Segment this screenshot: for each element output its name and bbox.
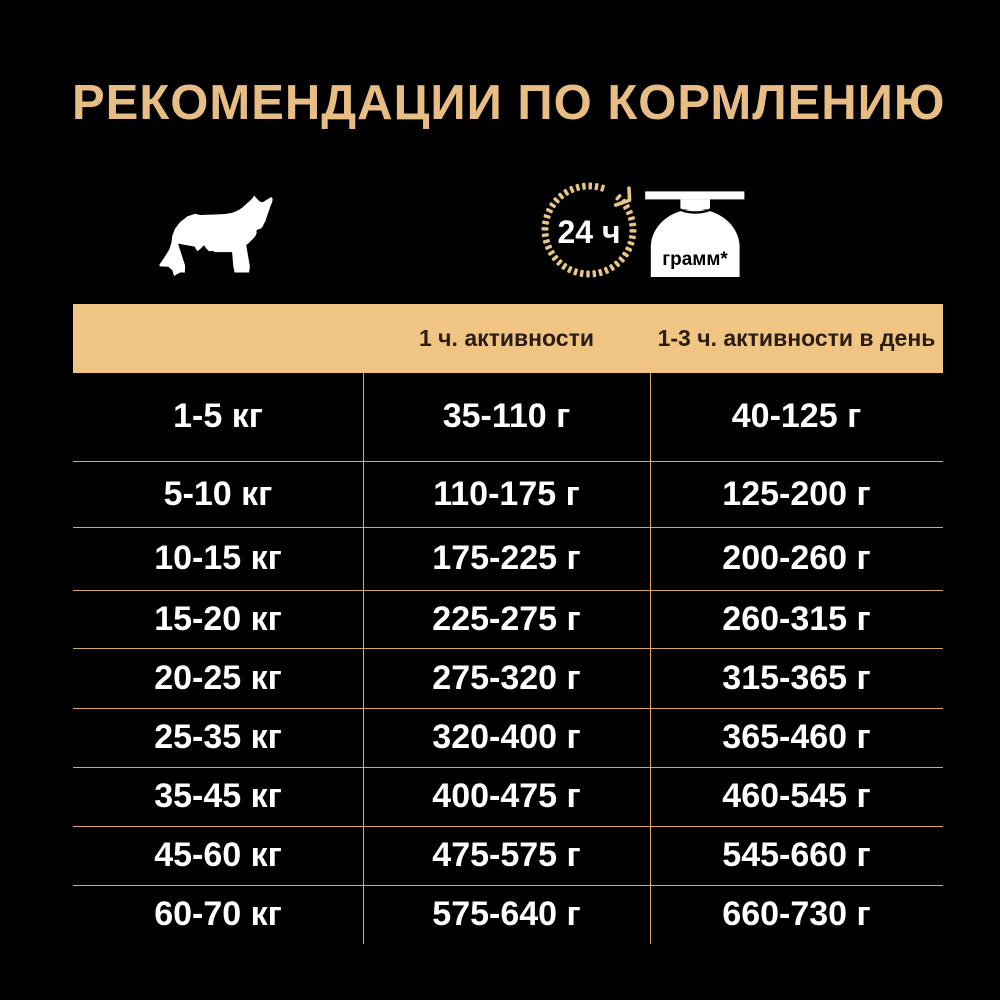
svg-text:24 ч: 24 ч <box>557 214 620 250</box>
svg-text:грамм*: грамм* <box>662 249 728 270</box>
